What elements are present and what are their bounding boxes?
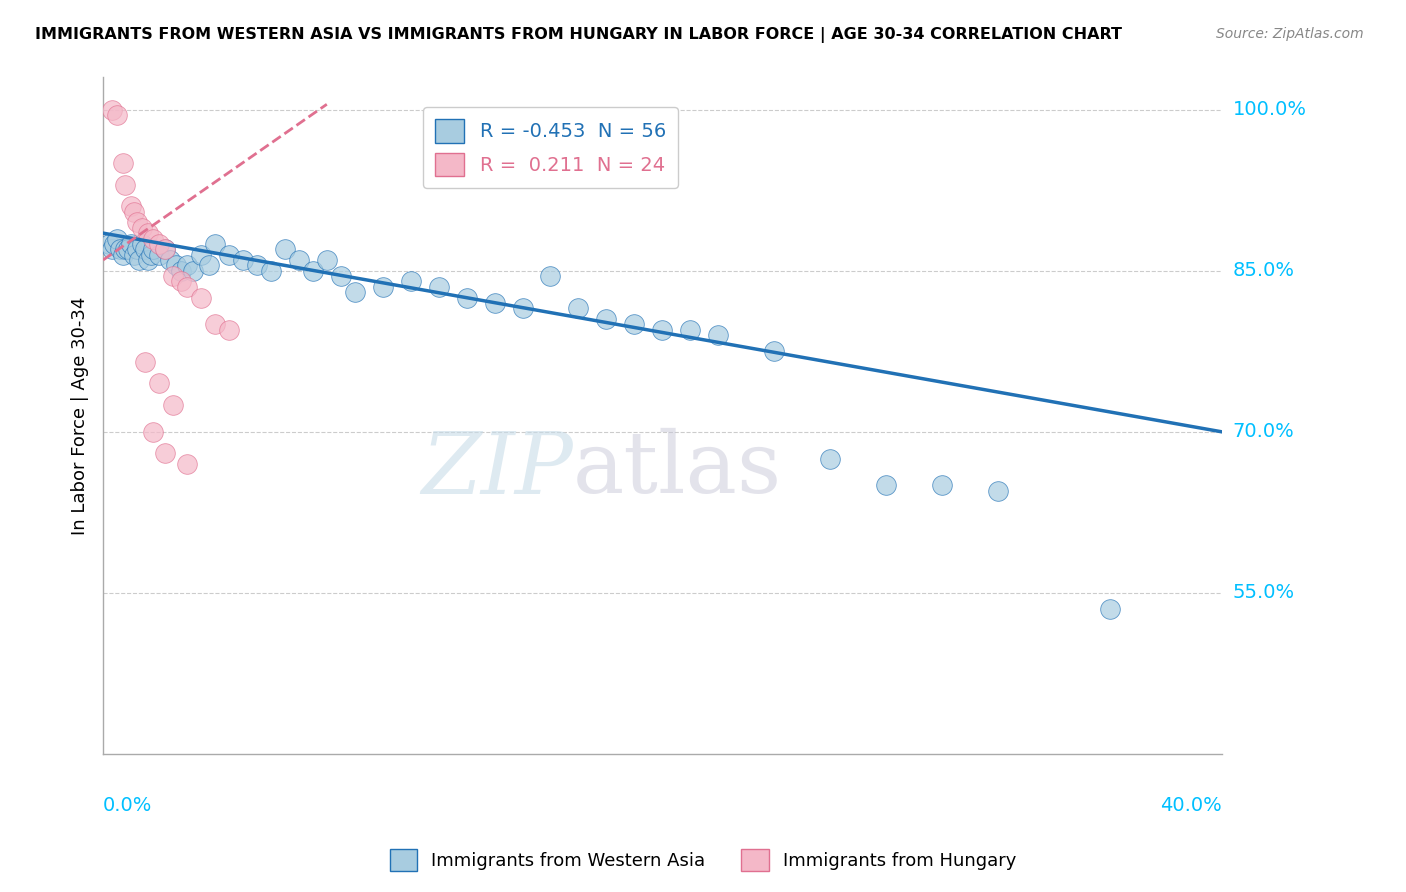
Point — [190, 291, 212, 305]
Point — [218, 247, 240, 261]
Point — [162, 398, 184, 412]
Point — [128, 252, 150, 267]
Point — [136, 226, 159, 240]
Point — [707, 328, 730, 343]
Point — [623, 318, 645, 332]
Point — [131, 236, 153, 251]
Point — [148, 236, 170, 251]
Point — [567, 301, 589, 316]
Text: 100.0%: 100.0% — [1233, 100, 1306, 120]
Point — [329, 269, 352, 284]
Point — [114, 178, 136, 192]
Point — [111, 247, 134, 261]
Point — [246, 258, 269, 272]
Point — [427, 280, 450, 294]
Text: ZIP: ZIP — [420, 428, 572, 511]
Point — [540, 269, 562, 284]
Text: Source: ZipAtlas.com: Source: ZipAtlas.com — [1216, 27, 1364, 41]
Point — [170, 275, 193, 289]
Point — [176, 258, 198, 272]
Point — [148, 247, 170, 261]
Point — [103, 236, 125, 251]
Legend: Immigrants from Western Asia, Immigrants from Hungary: Immigrants from Western Asia, Immigrants… — [382, 842, 1024, 879]
Point — [153, 242, 176, 256]
Point — [142, 231, 165, 245]
Point — [371, 280, 394, 294]
Point — [204, 236, 226, 251]
Point — [120, 236, 142, 251]
Text: IMMIGRANTS FROM WESTERN ASIA VS IMMIGRANTS FROM HUNGARY IN LABOR FORCE | AGE 30-: IMMIGRANTS FROM WESTERN ASIA VS IMMIGRAN… — [35, 27, 1122, 43]
Point — [931, 478, 953, 492]
Point — [105, 108, 128, 122]
Point — [288, 252, 311, 267]
Y-axis label: In Labor Force | Age 30-34: In Labor Force | Age 30-34 — [72, 296, 89, 535]
Point — [148, 376, 170, 391]
Point — [165, 258, 187, 272]
Legend: R = -0.453  N = 56, R =  0.211  N = 24: R = -0.453 N = 56, R = 0.211 N = 24 — [423, 107, 678, 188]
Text: 70.0%: 70.0% — [1233, 422, 1295, 442]
Point — [142, 242, 165, 256]
Point — [111, 156, 134, 170]
Point — [100, 242, 122, 256]
Point — [105, 231, 128, 245]
Point — [456, 291, 478, 305]
Point — [114, 242, 136, 256]
Text: 85.0%: 85.0% — [1233, 261, 1295, 280]
Point — [260, 263, 283, 277]
Point — [343, 285, 366, 300]
Point — [315, 252, 337, 267]
Point — [142, 425, 165, 439]
Point — [818, 451, 841, 466]
Point — [131, 220, 153, 235]
Point — [100, 103, 122, 117]
Point — [136, 252, 159, 267]
Point — [97, 236, 120, 251]
Text: atlas: atlas — [572, 428, 782, 511]
Point — [117, 242, 139, 256]
Point — [190, 247, 212, 261]
Point — [595, 312, 617, 326]
Point — [198, 258, 221, 272]
Point — [176, 457, 198, 471]
Point — [122, 204, 145, 219]
Point — [122, 247, 145, 261]
Point — [875, 478, 897, 492]
Point — [763, 344, 786, 359]
Point — [301, 263, 323, 277]
Point — [218, 323, 240, 337]
Point — [170, 263, 193, 277]
Point — [484, 296, 506, 310]
Point — [181, 263, 204, 277]
Text: 40.0%: 40.0% — [1160, 796, 1222, 814]
Point — [987, 483, 1010, 498]
Text: 55.0%: 55.0% — [1233, 583, 1295, 602]
Point — [153, 242, 176, 256]
Point — [162, 269, 184, 284]
Point — [274, 242, 297, 256]
Point — [204, 318, 226, 332]
Point — [108, 242, 131, 256]
Point — [232, 252, 254, 267]
Point — [159, 252, 181, 267]
Point — [679, 323, 702, 337]
Point — [134, 242, 156, 256]
Point — [153, 446, 176, 460]
Point — [176, 280, 198, 294]
Text: 0.0%: 0.0% — [103, 796, 152, 814]
Point — [120, 199, 142, 213]
Point — [399, 275, 422, 289]
Point — [134, 355, 156, 369]
Point — [512, 301, 534, 316]
Point — [139, 247, 162, 261]
Point — [125, 215, 148, 229]
Point — [651, 323, 673, 337]
Point — [1098, 602, 1121, 616]
Point — [125, 242, 148, 256]
